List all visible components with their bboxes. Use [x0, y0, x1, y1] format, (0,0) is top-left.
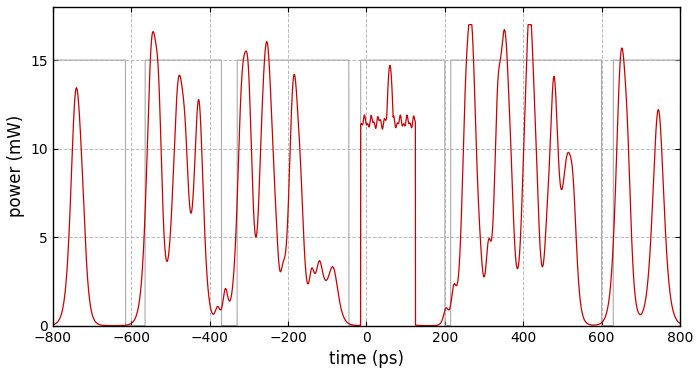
X-axis label: time (ps): time (ps) — [329, 350, 404, 368]
Y-axis label: power (mW): power (mW) — [7, 115, 25, 218]
